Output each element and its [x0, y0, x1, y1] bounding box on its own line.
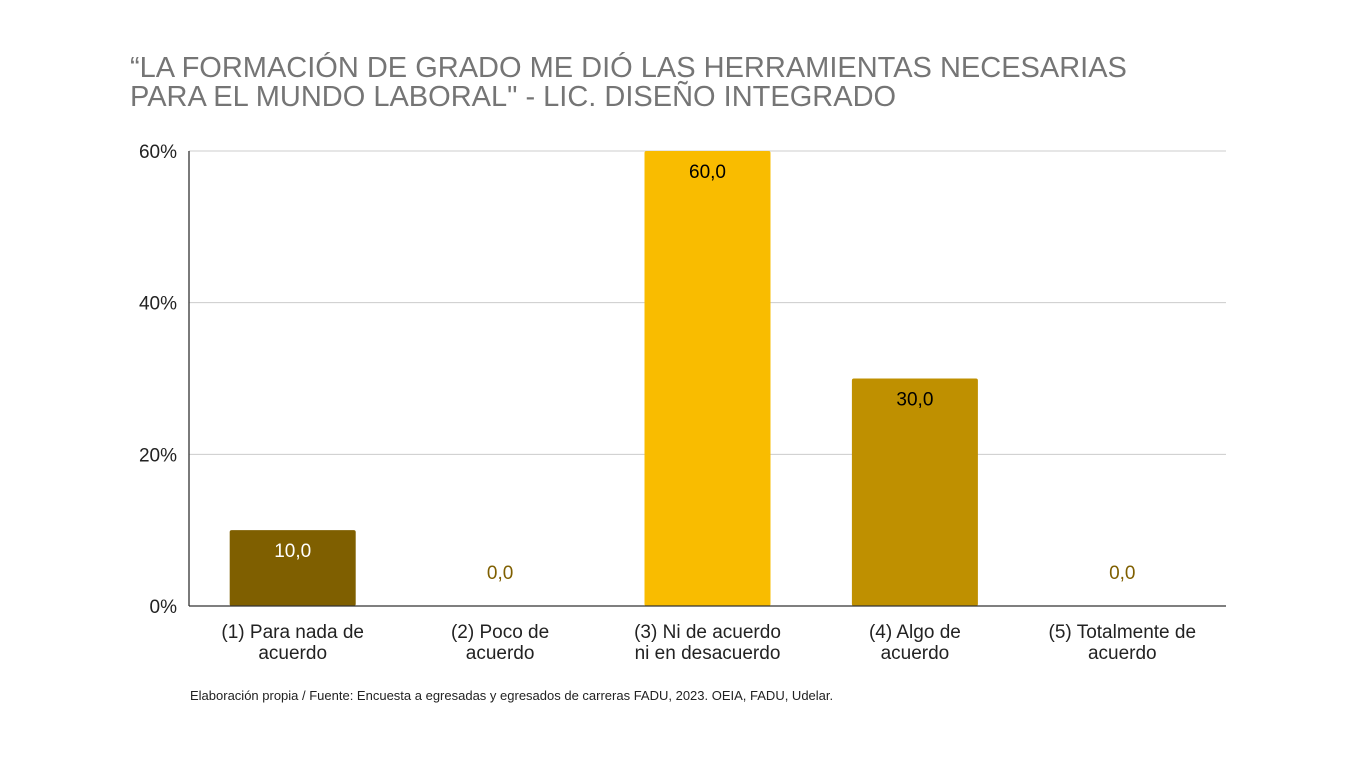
y-tick-label: 40% [139, 294, 177, 315]
bar [644, 151, 771, 606]
y-tick-label: 0% [150, 597, 178, 618]
data-label: 0,0 [487, 563, 513, 584]
data-label: 30,0 [896, 390, 933, 411]
x-tick-label: acuerdo [258, 643, 327, 664]
axes: 0% 20% 40% 60% [139, 142, 1226, 618]
data-label: 60,0 [689, 162, 726, 183]
bar [851, 378, 978, 606]
y-tick-label: 60% [139, 142, 177, 163]
source-note: Elaboración propia / Fuente: Encuesta a … [190, 688, 834, 703]
x-tick-label: (2) Poco de [451, 622, 549, 643]
x-tick-label: ni en desacuerdo [635, 643, 781, 664]
bars [229, 151, 978, 606]
x-tick-label: acuerdo [881, 643, 950, 664]
x-tick-label: (1) Para nada de [221, 622, 364, 643]
x-tick-label: (3) Ni de acuerdo [634, 622, 781, 643]
data-label: 10,0 [274, 541, 311, 562]
chart-title-line-1: “LA FORMACIÓN DE GRADO ME DIÓ LAS HERRAM… [130, 52, 1127, 84]
chart-title-line-2: PARA EL MUNDO LABORAL" - LIC. DISEÑO INT… [130, 81, 897, 113]
x-tick-label: (5) Totalmente de [1049, 622, 1197, 643]
x-tick-label: acuerdo [466, 643, 535, 664]
y-tick-label: 20% [139, 445, 177, 466]
x-tick-label: (4) Algo de [869, 622, 961, 643]
bar-chart: 0%20%40%60% 10,0(1) Para nada deacuerdo0… [139, 142, 1226, 664]
bar [229, 530, 356, 606]
chart-title: “LA FORMACIÓN DE GRADO ME DIÓ LAS HERRAM… [130, 54, 1280, 112]
data-label: 0,0 [1109, 563, 1135, 584]
x-tick-label: acuerdo [1088, 643, 1157, 664]
